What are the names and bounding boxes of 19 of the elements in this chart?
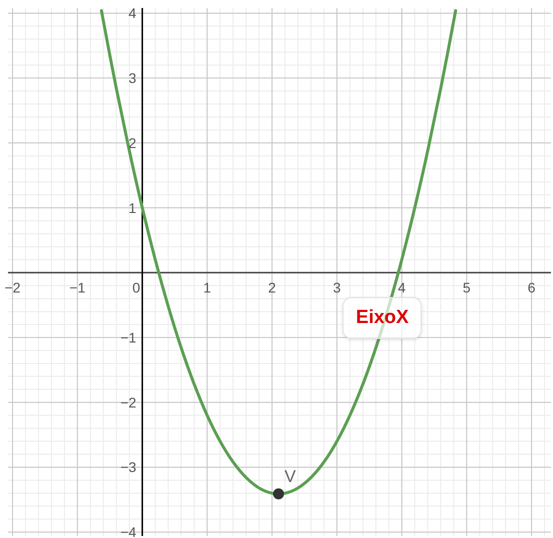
y-tick-label: −4 xyxy=(120,524,136,538)
x-tick-label: −1 xyxy=(69,280,86,296)
x-tick-label: 6 xyxy=(528,280,536,296)
x-tick-label: 0 xyxy=(132,280,140,296)
series-label: V xyxy=(284,466,297,486)
annotation: EixoX xyxy=(342,297,422,340)
x-tick-label: 2 xyxy=(268,280,276,296)
x-tick-label: 5 xyxy=(462,280,471,296)
y-tick-label: −3 xyxy=(120,459,136,476)
x-tick-label: 3 xyxy=(333,280,342,296)
y-tick-label: −2 xyxy=(120,394,136,410)
y-tick-label: 4 xyxy=(128,5,136,22)
x-tick-label: −2 xyxy=(4,280,21,296)
x-tick-label: 4 xyxy=(398,280,406,296)
x-tick-label: 1 xyxy=(203,280,212,296)
y-tick-label: 1 xyxy=(128,200,136,216)
y-tick-label: 2 xyxy=(128,134,136,151)
y-tick-label: −1 xyxy=(120,330,136,346)
y-tick-label: 3 xyxy=(128,70,136,86)
